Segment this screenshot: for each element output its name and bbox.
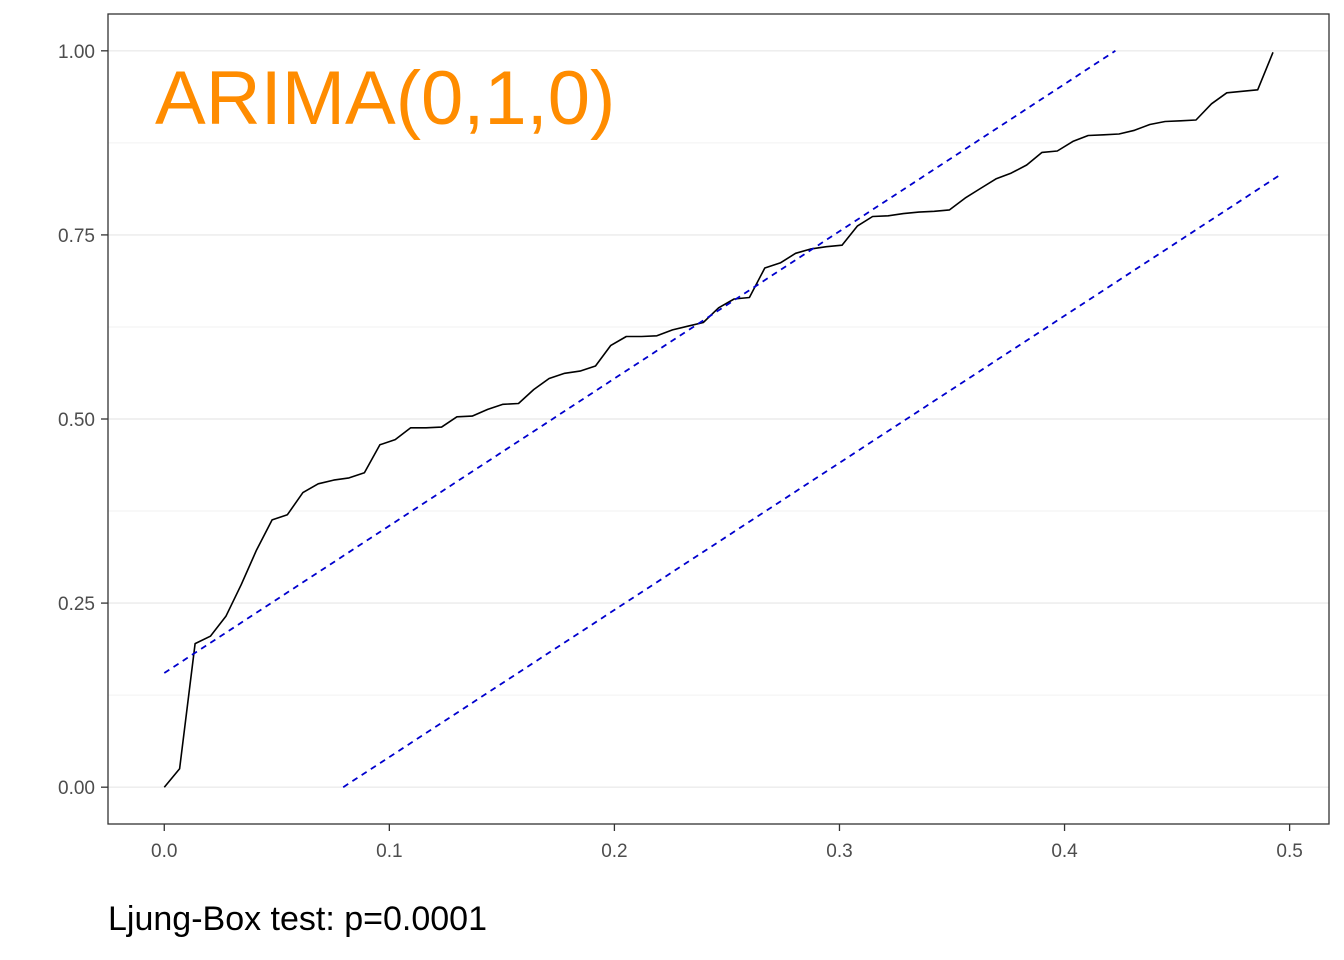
cumulative-periodogram-line	[163, 51, 1274, 788]
ljung-box-caption: Ljung-Box test: p=0.0001	[108, 900, 487, 938]
y-tick-label: 0.00	[58, 778, 95, 799]
y-tick-label: 0.50	[58, 410, 95, 431]
model-annotation: ARIMA(0,1,0)	[155, 56, 615, 141]
y-tick-label: 1.00	[58, 42, 95, 63]
x-tick-label: 0.2	[601, 841, 627, 862]
x-tick-label: 0.0	[151, 841, 177, 862]
y-tick-label: 0.75	[58, 226, 95, 247]
x-tick-label: 0.3	[826, 841, 852, 862]
x-tick-label: 0.4	[1051, 841, 1078, 862]
x-tick-label: 0.1	[376, 841, 402, 862]
axis-layer: 0.00 0.25 0.50 0.75 1.00 0.0 0.1 0.2 0.3 0.4 0.5	[58, 42, 1303, 862]
grid-layer	[108, 50, 1329, 788]
x-tick-label: 0.5	[1276, 841, 1302, 862]
y-tick-label: 0.25	[58, 594, 95, 615]
series-layer	[163, 50, 1279, 788]
confidence-band-line	[163, 50, 1116, 674]
